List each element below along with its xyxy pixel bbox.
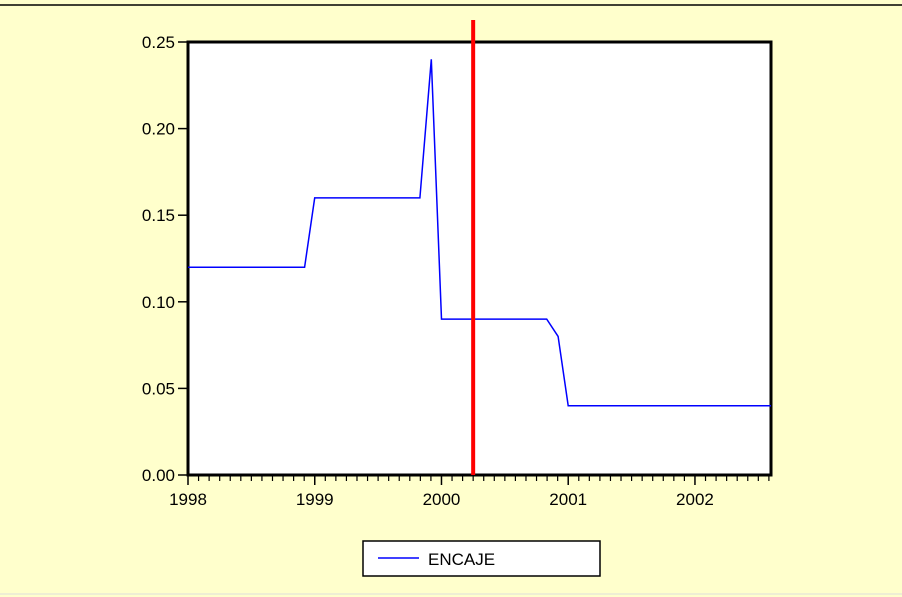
- legend: ENCAJE: [362, 540, 601, 577]
- y-tick-label: 0.05: [142, 379, 175, 398]
- x-tick-label: 2000: [423, 490, 461, 509]
- y-tick-label: 0.10: [142, 293, 175, 312]
- plot-area: [186, 40, 773, 477]
- x-tick-label: 1999: [296, 490, 334, 509]
- series-line-encaje: [188, 59, 771, 407]
- y-axis: 0.00 0.05 0.10 0.15 0.20 0.25: [142, 33, 188, 485]
- y-tick-label: 0.00: [142, 466, 175, 485]
- y-tick-label: 0.25: [142, 33, 175, 52]
- x-tick-label: 1998: [169, 490, 207, 509]
- legend-label-encaje: ENCAJE: [428, 550, 495, 569]
- x-tick-label: 2002: [676, 490, 714, 509]
- y-tick-label: 0.15: [142, 206, 175, 225]
- x-minor-ticks: [197, 475, 770, 481]
- x-tick-label: 2001: [549, 490, 587, 509]
- y-tick-label: 0.20: [142, 120, 175, 139]
- x-axis: 1998 1999 2000 2001 2002: [169, 475, 714, 509]
